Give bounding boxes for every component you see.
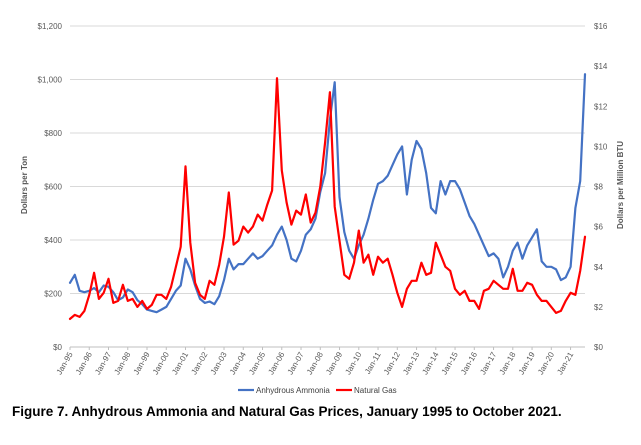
y-left-tick-label: $600 (44, 183, 62, 192)
x-tick-label: Jan-98 (112, 350, 132, 376)
x-tick-label: Jan-12 (382, 350, 402, 376)
y-axis-left-title: Dollars per Ton (20, 156, 29, 214)
x-tick-label: Jan-20 (536, 350, 556, 376)
y-right-tick-label: $4 (594, 263, 603, 272)
x-tick-label: Jan-97 (93, 350, 113, 376)
y-left-tick-label: $1,000 (38, 76, 63, 85)
legend: Anhydrous Ammonia Natural Gas (238, 386, 397, 395)
y-left-tick-label: $800 (44, 129, 62, 138)
y-left-tick-label: $400 (44, 236, 62, 245)
x-tick-label: Jan-04 (228, 350, 248, 376)
y-left-tick-label: $200 (44, 290, 62, 299)
x-tick-label: Jan-95 (55, 350, 75, 376)
series-line-natural-gas (68, 77, 587, 320)
x-tick-label: Jan-07 (286, 350, 306, 376)
x-tick-label: Jan-15 (440, 350, 460, 376)
x-tick-label: Jan-19 (517, 350, 537, 376)
x-tick-label: Jan-21 (555, 350, 575, 376)
x-tick-label: Jan-06 (266, 350, 286, 376)
x-tick-label: Jan-01 (170, 350, 190, 376)
x-tick-label: Jan-03 (209, 350, 229, 376)
x-tick-label: Jan-18 (498, 350, 518, 376)
y-axis-right-title: Dollars per Million BTU (616, 141, 625, 229)
x-tick-label: Jan-16 (459, 350, 479, 376)
y-axis-left: $0 $200 $400 $600 $800 $1,000 $1,200 (38, 22, 63, 352)
x-tick-label: Jan-09 (324, 350, 344, 376)
gridlines (70, 25, 585, 348)
y-left-tick-label: $0 (53, 343, 62, 352)
y-right-tick-label: $14 (594, 62, 608, 71)
x-tick-label: Jan-11 (363, 350, 383, 376)
series-lines (68, 73, 587, 320)
x-tick-label: Jan-17 (478, 350, 498, 376)
y-right-tick-label: $10 (594, 142, 608, 151)
x-tick-label: Jan-10 (343, 350, 363, 376)
y-left-tick-label: $1,200 (38, 22, 63, 31)
y-right-tick-label: $6 (594, 223, 603, 232)
y-right-tick-label: $2 (594, 303, 603, 312)
x-tick-label: Jan-14 (420, 350, 440, 376)
y-axis-right: $0 $2 $4 $6 $8 $10 $12 $14 $16 (594, 22, 608, 352)
legend-label: Anhydrous Ammonia (256, 386, 330, 395)
y-right-tick-label: $16 (594, 22, 608, 31)
chart: $0$200$400$600$800$1,000$1,200 $0$2$4$6$… (20, 22, 625, 395)
figure-caption: Figure 7. Anhydrous Ammonia and Natural … (12, 404, 562, 419)
x-tick-label: Jan-08 (305, 350, 325, 376)
x-tick-label: Jan-00 (151, 350, 171, 376)
x-tick-label: Jan-13 (401, 350, 421, 376)
y-right-tick-label: $8 (594, 183, 603, 192)
x-tick-label: Jan-02 (189, 350, 209, 376)
x-axis: Jan-95 Jan-96 Jan-97 Jan-98 Jan-99 Jan-00 Jan-… (55, 347, 576, 376)
y-right-tick-label: $0 (594, 343, 603, 352)
series-line-ammonia (68, 73, 587, 314)
x-tick-label: Jan-96 (74, 350, 94, 376)
x-tick-label: Jan-99 (132, 350, 152, 376)
x-tick-label: Jan-05 (247, 350, 267, 376)
legend-label: Natural Gas (354, 386, 397, 395)
y-right-tick-label: $12 (594, 102, 608, 111)
